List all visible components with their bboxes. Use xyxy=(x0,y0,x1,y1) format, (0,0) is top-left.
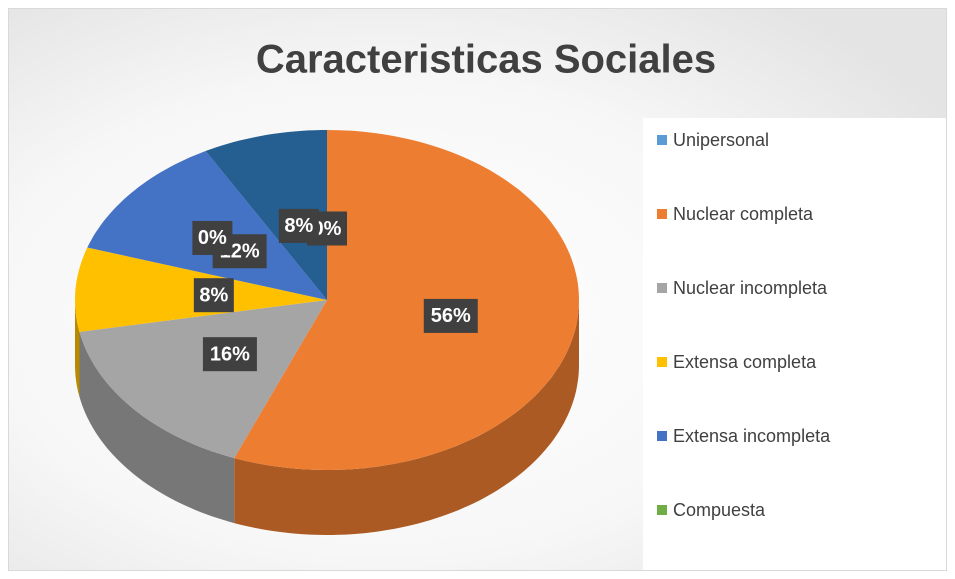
legend-area xyxy=(643,118,946,570)
legend-swatch xyxy=(657,209,667,219)
legend-swatch xyxy=(657,431,667,441)
legend-label: Nuclear incompleta xyxy=(673,278,828,298)
data-label: 8% xyxy=(199,284,228,306)
data-label: 56% xyxy=(431,305,471,327)
legend-swatch xyxy=(657,357,667,367)
pie-slice-side xyxy=(79,331,235,524)
data-label-box xyxy=(193,278,234,313)
legend-label: Extensa completa xyxy=(673,352,817,372)
legend-label: Unipersonal xyxy=(673,130,769,150)
legend-label: Nuclear completa xyxy=(673,204,814,224)
data-label-box xyxy=(202,337,257,372)
pie-slice xyxy=(79,300,327,459)
data-label: 8% xyxy=(284,215,313,237)
pie-slice-side xyxy=(75,300,80,397)
data-label: 16% xyxy=(210,343,250,365)
pie-slice xyxy=(205,130,327,300)
data-label-box xyxy=(278,208,319,243)
pie-slice xyxy=(234,130,579,470)
pie-slice-side xyxy=(234,300,579,535)
data-label: 0% xyxy=(313,218,342,240)
chart-title: Caracteristicas Sociales xyxy=(256,38,716,82)
legend-label: Extensa incompleta xyxy=(673,426,831,446)
legend-label: Compuesta xyxy=(673,500,766,520)
legend-swatch xyxy=(657,505,667,515)
legend-swatch xyxy=(657,135,667,145)
data-label-box xyxy=(423,298,478,333)
legend-swatch xyxy=(657,283,667,293)
data-label-box xyxy=(192,220,233,255)
data-label: 0% xyxy=(198,227,227,249)
